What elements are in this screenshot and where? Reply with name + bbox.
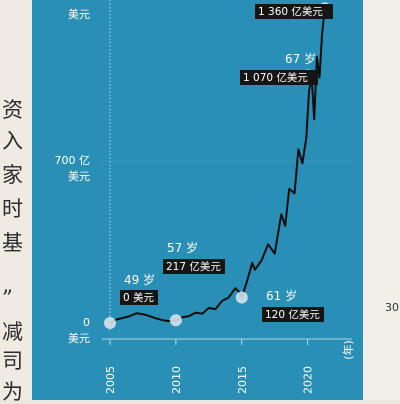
y-tick-unit: 美元 (68, 332, 90, 345)
chart-panel (32, 0, 363, 400)
annotation-box (255, 4, 333, 19)
annotation-age: 57 岁 (167, 240, 198, 255)
book-char: 减 (2, 320, 23, 344)
annotation-value: 120 亿美元 (265, 308, 320, 321)
annotation-box (240, 70, 318, 85)
annotation-age: 61 岁 (266, 288, 297, 303)
right-page-edge (363, 0, 400, 400)
annotation-value: 1 070 亿美元 (243, 71, 308, 84)
x-tick-label: 2005 (104, 366, 117, 394)
book-char: 资 (2, 98, 23, 122)
annotation-box (120, 290, 158, 305)
book-char: 家 (2, 163, 23, 187)
annotation-box (262, 307, 324, 322)
data-point-marker (169, 314, 182, 327)
book-text-column: 资入家时基 ” 减司为 (0, 0, 34, 404)
y-tick-unit: 美元 (68, 170, 90, 183)
annotation-value: 1 360 亿美元 (258, 5, 323, 18)
x-tick-label: 2015 (236, 366, 249, 394)
book-char: ” (2, 286, 13, 310)
book-char: 时 (2, 197, 23, 221)
y-tick-unit: 美元 (68, 8, 90, 21)
annotation-value: 217 亿美元 (166, 260, 221, 273)
data-point-marker (235, 291, 248, 304)
annotation-box (163, 259, 225, 274)
book-char: 司 (2, 349, 23, 373)
x-tick-label: 2020 (302, 366, 315, 394)
data-point-marker (104, 317, 116, 329)
annotation-age: 67 岁 (285, 51, 316, 66)
book-char: 为 (2, 380, 23, 404)
page-number: 30 (385, 301, 399, 314)
y-tick-label: 0 (83, 316, 90, 329)
x-tick-label: 2010 (170, 366, 183, 394)
book-char: 基 (2, 231, 23, 255)
book-char: 入 (2, 129, 23, 153)
x-axis-unit: (年) (341, 340, 355, 360)
annotation-value: 0 美元 (123, 291, 155, 304)
annotation-age: 49 岁 (124, 272, 155, 287)
y-tick-label: 700 亿 (55, 154, 91, 167)
